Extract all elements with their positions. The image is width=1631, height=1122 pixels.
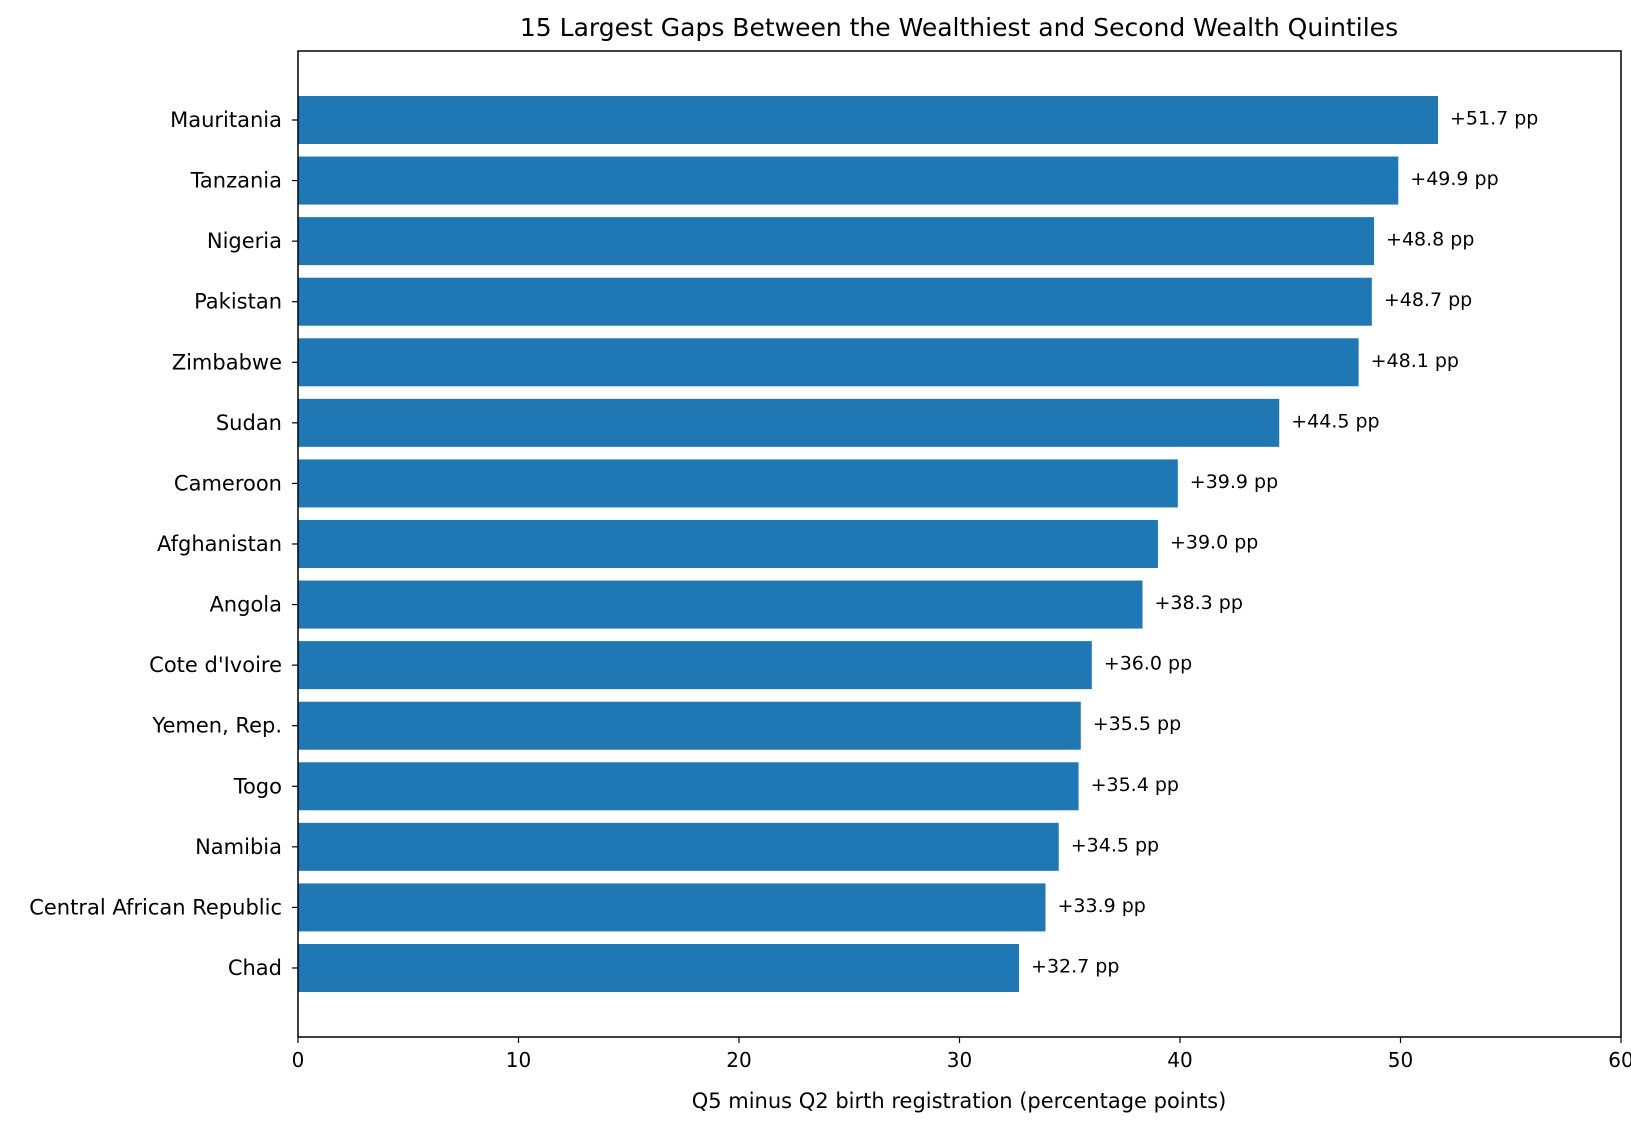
bar-nigeria xyxy=(298,217,1375,266)
bar-pakistan xyxy=(298,277,1372,326)
bar-togo xyxy=(298,762,1079,811)
data-labels-group: +51.7 pp +49.9 pp +48.8 pp +48.7 pp +48.1 pp… xyxy=(1031,108,1538,978)
y-tick-label-zimbabwe: Zimbabwe xyxy=(172,350,282,374)
bar-tanzania xyxy=(298,156,1399,205)
bar-afghanistan xyxy=(298,519,1158,568)
x-axis-label: Q5 minus Q2 birth registration (percenta… xyxy=(692,1089,1227,1113)
data-label-namibia: +34.5 pp xyxy=(1071,834,1159,856)
data-label-chad: +32.7 pp xyxy=(1031,955,1119,977)
data-label-mauritania: +51.7 pp xyxy=(1450,108,1538,130)
data-label-togo: +35.4 pp xyxy=(1091,774,1179,796)
data-label-cameroon: +39.9 pp xyxy=(1190,471,1278,493)
bar-cameroon xyxy=(298,459,1178,508)
data-label-angola: +38.3 pp xyxy=(1155,592,1243,614)
x-tick-label-20: 20 xyxy=(726,1048,751,1072)
data-label-zimbabwe: +48.1 pp xyxy=(1371,350,1459,372)
y-tick-label-angola: Angola xyxy=(209,593,282,617)
data-label-central-african-republic: +33.9 pp xyxy=(1057,895,1145,917)
plot-frame xyxy=(297,50,1622,1038)
x-tick-label-0: 0 xyxy=(292,1048,305,1072)
y-tick-label-central-african-republic: Central African Republic xyxy=(29,895,282,919)
bar-yemen-rep xyxy=(298,701,1081,750)
bars-group xyxy=(298,96,1438,992)
y-tick-label-nigeria: Nigeria xyxy=(207,229,282,253)
y-axis-ticks: Mauritania Tanzania Nigeria Pakistan Zimbabw… xyxy=(29,108,298,980)
data-label-nigeria: +48.8 pp xyxy=(1386,229,1474,251)
data-label-sudan: +44.5 pp xyxy=(1291,410,1379,432)
data-label-tanzania: +49.9 pp xyxy=(1410,168,1498,190)
bar-angola xyxy=(298,580,1143,629)
x-tick-label-50: 50 xyxy=(1388,1048,1413,1072)
x-axis-ticks: 0 10 20 30 40 50 60 xyxy=(292,1037,1631,1072)
x-tick-label-30: 30 xyxy=(947,1048,972,1072)
y-tick-label-yemen-rep: Yemen, Rep. xyxy=(151,714,282,738)
x-tick-label-10: 10 xyxy=(506,1048,531,1072)
data-label-afghanistan: +39.0 pp xyxy=(1170,531,1258,553)
bar-cote-d-ivoire xyxy=(298,641,1092,690)
data-label-cote-d-ivoire: +36.0 pp xyxy=(1104,653,1192,675)
bar-mauritania xyxy=(298,96,1438,144)
bar-namibia xyxy=(298,822,1059,871)
y-tick-label-mauritania: Mauritania xyxy=(170,108,282,132)
y-tick-label-pakistan: Pakistan xyxy=(194,290,282,314)
data-label-yemen-rep: +35.5 pp xyxy=(1093,713,1181,735)
bar-central-african-republic xyxy=(298,883,1046,932)
y-tick-label-sudan: Sudan xyxy=(216,411,282,435)
x-tick-label-40: 40 xyxy=(1167,1048,1192,1072)
y-tick-label-chad: Chad xyxy=(228,956,282,980)
y-tick-label-tanzania: Tanzania xyxy=(190,169,282,193)
bar-zimbabwe xyxy=(298,338,1359,387)
y-tick-label-cote-d-ivoire: Cote d'Ivoire xyxy=(149,653,282,677)
chart-title: 15 Largest Gaps Between the Wealthiest a… xyxy=(520,13,1398,42)
y-tick-label-cameroon: Cameroon xyxy=(174,471,282,495)
y-tick-label-namibia: Namibia xyxy=(195,835,282,859)
bar-sudan xyxy=(298,398,1280,447)
bar-chad xyxy=(298,943,1020,992)
y-tick-label-togo: Togo xyxy=(233,774,282,798)
x-tick-label-60: 60 xyxy=(1608,1048,1631,1072)
y-tick-label-afghanistan: Afghanistan xyxy=(157,532,282,556)
data-label-pakistan: +48.7 pp xyxy=(1384,289,1472,311)
